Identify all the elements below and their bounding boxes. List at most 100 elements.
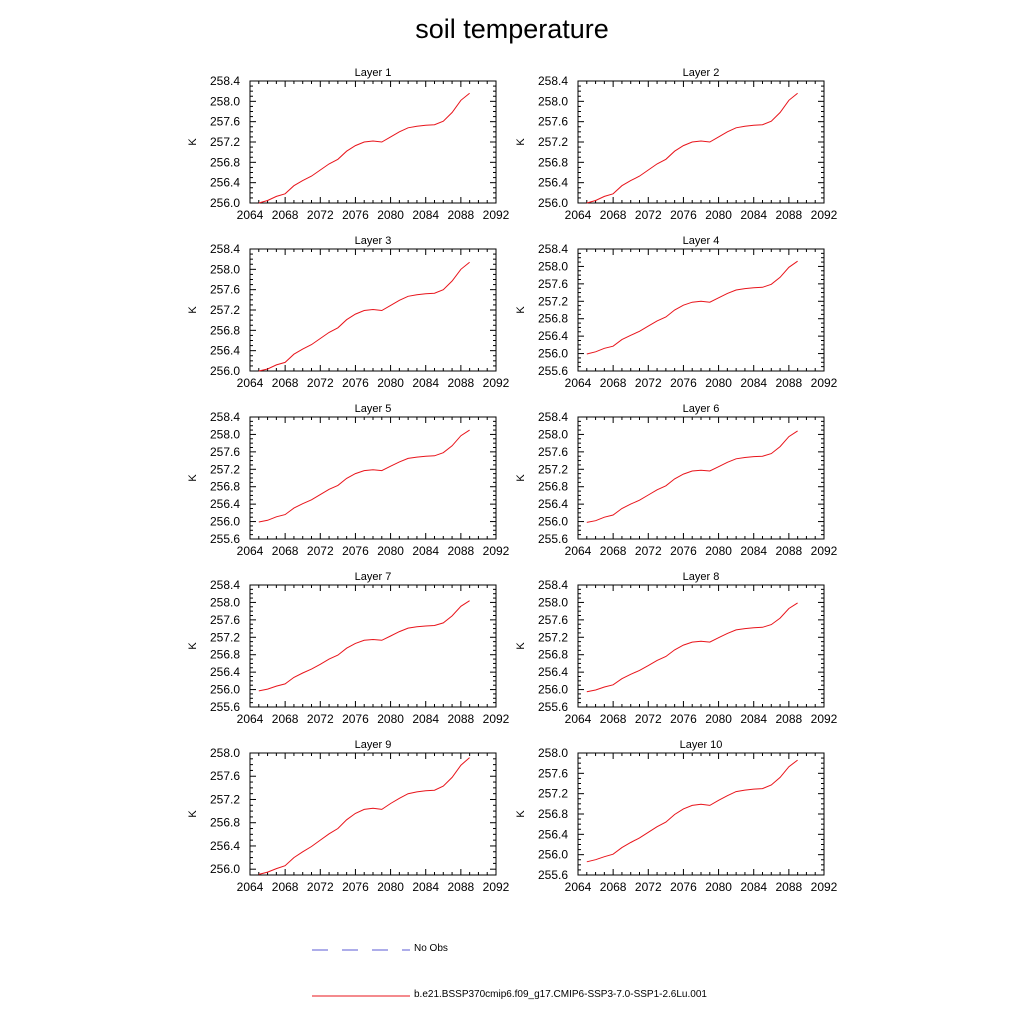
x-tick-label: 2072	[307, 376, 334, 390]
y-tick-label: 257.2	[538, 135, 568, 149]
y-tick-label: 256.4	[538, 329, 568, 343]
y-axis-label: K	[187, 642, 199, 650]
y-tick-label: 256.8	[538, 807, 568, 821]
x-tick-label: 2080	[377, 376, 404, 390]
y-tick-label: 256.8	[210, 323, 240, 337]
plot-frame	[249, 416, 497, 540]
x-tick-label: 2068	[600, 712, 627, 726]
y-tick-label: 258.0	[538, 259, 568, 273]
x-tick-label: 2072	[635, 544, 662, 558]
x-tick-label: 2064	[565, 544, 592, 558]
y-tick-label: 258.4	[210, 578, 240, 592]
x-tick-label: 2080	[377, 208, 404, 222]
y-tick-label: 258.0	[538, 746, 568, 760]
x-tick-label: 2080	[377, 544, 404, 558]
panel-9: Layer 9 K 2064 2068 2072 2076 2080 2084 2088 2092…	[187, 739, 510, 894]
y-tick-label: 257.2	[538, 630, 568, 644]
panel-7: Layer 7 K 2064 2068 2072 2076 2080 2084 2088 2092…	[187, 571, 510, 726]
y-tick-label: 256.4	[210, 344, 240, 358]
y-tick-label: 257.6	[210, 769, 240, 783]
x-tick-label: 2092	[811, 208, 838, 222]
y-tick-label: 257.2	[538, 462, 568, 476]
y-tick-label: 255.6	[538, 868, 568, 882]
y-axis-label: K	[515, 138, 527, 146]
y-tick-label: 257.2	[210, 792, 240, 806]
y-tick-label: 255.6	[538, 532, 568, 546]
y-tick-label: 258.0	[210, 94, 240, 108]
x-tick-label: 2080	[705, 376, 732, 390]
y-tick-label: 256.0	[538, 196, 568, 210]
y-tick-label: 257.6	[210, 283, 240, 297]
x-tick-label: 2084	[412, 208, 439, 222]
x-tick-label: 2080	[705, 880, 732, 894]
x-tick-label: 2072	[307, 712, 334, 726]
plot-frame	[577, 584, 825, 708]
x-tick-label: 2084	[412, 712, 439, 726]
x-tick-label: 2064	[237, 376, 264, 390]
panel-title: Layer 5	[355, 403, 392, 415]
series-line	[258, 429, 470, 523]
y-tick-label: 256.4	[538, 827, 568, 841]
series-line	[258, 757, 470, 875]
chart-title: soil temperature	[415, 14, 609, 44]
y-tick-label: 257.2	[210, 135, 240, 149]
x-tick-label: 2092	[811, 376, 838, 390]
x-tick-label: 2092	[483, 712, 510, 726]
y-axis-label: K	[515, 642, 527, 650]
x-tick-label: 2084	[412, 376, 439, 390]
x-tick-label: 2076	[342, 376, 369, 390]
y-axis-label: K	[515, 306, 527, 314]
x-tick-label: 2084	[412, 544, 439, 558]
y-tick-label: 258.0	[210, 595, 240, 609]
x-tick-label: 2080	[377, 880, 404, 894]
y-tick-label: 256.8	[538, 648, 568, 662]
y-tick-label: 256.0	[538, 683, 568, 697]
x-tick-label: 2068	[272, 208, 299, 222]
panel-title: Layer 8	[683, 571, 720, 583]
x-tick-label: 2064	[565, 208, 592, 222]
y-tick-label: 256.8	[210, 816, 240, 830]
x-tick-label: 2084	[740, 880, 767, 894]
series-line	[258, 600, 470, 692]
x-tick-label: 2072	[635, 712, 662, 726]
y-axis-label: K	[515, 810, 527, 818]
y-tick-label: 256.8	[210, 480, 240, 494]
x-tick-label: 2088	[448, 208, 475, 222]
series-line	[586, 260, 798, 355]
x-tick-label: 2064	[237, 712, 264, 726]
panel-1: Layer 1 K 2064 2068 2072 2076 2080 2084 2088 2092…	[187, 67, 510, 222]
y-tick-label: 256.4	[210, 176, 240, 190]
y-tick-label: 256.0	[538, 347, 568, 361]
x-tick-label: 2092	[811, 712, 838, 726]
y-tick-label: 258.4	[538, 242, 568, 256]
plot-frame	[577, 752, 825, 876]
y-tick-label: 256.4	[538, 665, 568, 679]
x-tick-label: 2080	[705, 208, 732, 222]
x-tick-label: 2088	[776, 376, 803, 390]
y-tick-label: 256.8	[538, 480, 568, 494]
series-line	[586, 602, 798, 693]
y-tick-label: 256.8	[538, 155, 568, 169]
y-tick-label: 256.4	[210, 839, 240, 853]
panel-5: Layer 5 K 2064 2068 2072 2076 2080 2084 2088 2092…	[187, 403, 510, 558]
legend-obs-label: No Obs	[414, 943, 448, 954]
panel-4: Layer 4 K 2064 2068 2072 2076 2080 2084 2088 2092…	[515, 235, 838, 390]
y-tick-label: 258.0	[538, 595, 568, 609]
x-tick-label: 2068	[272, 544, 299, 558]
x-tick-label: 2088	[776, 208, 803, 222]
x-tick-label: 2076	[670, 376, 697, 390]
x-tick-label: 2088	[776, 712, 803, 726]
y-axis-label: K	[187, 474, 199, 482]
panel-6: Layer 6 K 2064 2068 2072 2076 2080 2084 2088 2092…	[515, 403, 838, 558]
x-tick-label: 2084	[412, 880, 439, 894]
y-tick-label: 258.4	[210, 74, 240, 88]
x-tick-label: 2076	[670, 712, 697, 726]
x-tick-label: 2088	[448, 712, 475, 726]
y-tick-label: 256.0	[538, 515, 568, 529]
y-tick-label: 257.6	[538, 613, 568, 627]
y-tick-label: 256.4	[538, 497, 568, 511]
x-tick-label: 2088	[448, 544, 475, 558]
y-tick-label: 257.2	[538, 787, 568, 801]
panel-title: Layer 1	[355, 67, 392, 79]
series-line	[258, 261, 470, 372]
